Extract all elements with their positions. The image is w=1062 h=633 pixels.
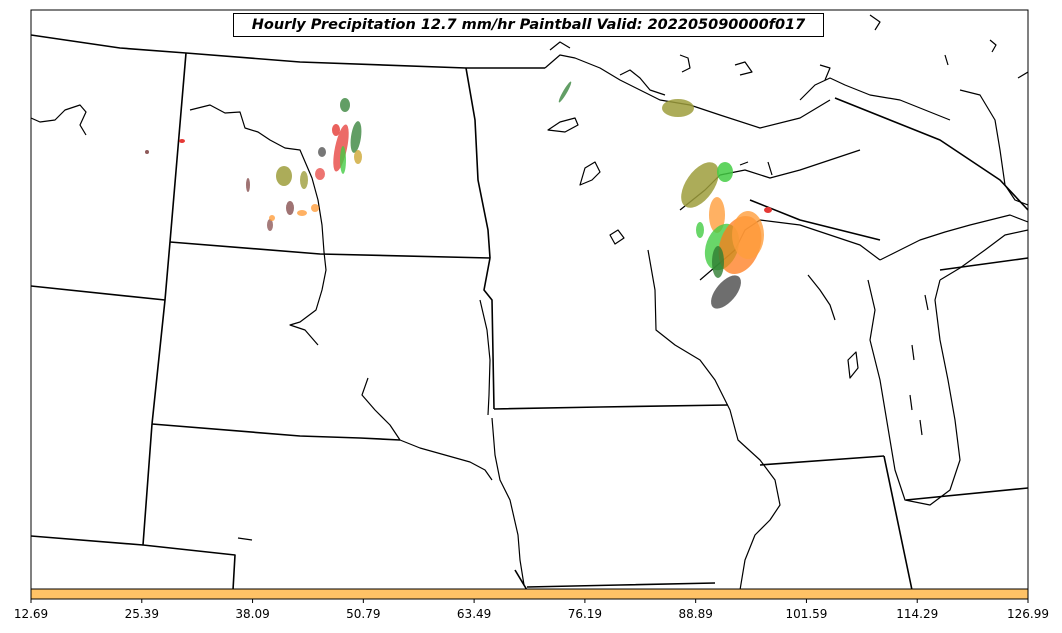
- colorbar-tick-label: 63.49: [457, 607, 491, 621]
- colorbar-tick-label: 12.69: [14, 607, 48, 621]
- colorbar-ticks: 12.69 25.39 38.09 50.79 63.49 76.19 88.89 101.5…: [14, 599, 1049, 621]
- colorbar-tick-label: 50.79: [346, 607, 380, 621]
- border-sd-mt-wy: [151, 241, 171, 425]
- precip-blob: [709, 197, 725, 233]
- precip-blob: [333, 124, 349, 172]
- border-il-in: [883, 455, 913, 590]
- mi-up-coast: [799, 77, 951, 121]
- isle-royale: [547, 117, 579, 133]
- colorbar-tick-label: 38.09: [235, 607, 269, 621]
- precip-blob: [269, 215, 275, 221]
- mn-river-border: [479, 299, 491, 416]
- border-mi-canada: [834, 97, 1028, 211]
- canada-lakes-9: [869, 14, 881, 31]
- precip-blob: [764, 207, 772, 213]
- precip-blob: [297, 210, 307, 216]
- canada-lakes-5: [989, 39, 997, 53]
- precip-blob: [145, 150, 149, 154]
- mi-lake-dash-1: [911, 344, 915, 361]
- border-sd-mn: [483, 257, 495, 410]
- precip-blob: [717, 162, 733, 182]
- canada-lakes-6: [944, 54, 949, 66]
- precip-blob: [276, 166, 292, 186]
- precip-blob: [354, 150, 362, 164]
- mi-lake-dash-4: [924, 294, 929, 311]
- mi-lake-dash-3: [919, 419, 923, 436]
- map-title: Hourly Precipitation 12.7 mm/hr Paintbal…: [233, 13, 824, 37]
- missouri-river-sd: [361, 377, 493, 481]
- precip-blob: [662, 99, 694, 117]
- colorbar-tick-label: 126.99: [1007, 607, 1049, 621]
- precip-blob: [332, 124, 340, 136]
- colorbar-tick-label: 114.29: [896, 607, 938, 621]
- lake-michigan-west: [867, 279, 961, 506]
- border-ne-ks: [142, 423, 236, 590]
- mississippi-river: [647, 249, 781, 590]
- precip-blob: [681, 162, 719, 208]
- precip-blob: [286, 201, 294, 215]
- lake-michigan-shore: [879, 214, 1028, 261]
- mi-lake-dash-2: [909, 394, 913, 411]
- border-mi-upper: [749, 199, 881, 241]
- precip-blob: [311, 204, 319, 212]
- precip-blob: [732, 211, 764, 259]
- border-sd-ne: [151, 423, 401, 441]
- precip-blob: [340, 146, 346, 174]
- ia-river: [491, 417, 525, 586]
- canada-islands: [579, 161, 601, 186]
- nw-coast: [31, 104, 87, 136]
- precip-blob: [267, 219, 273, 231]
- green-bay: [807, 274, 836, 321]
- lake-michigan-east: [939, 229, 1028, 281]
- colorbar-tick-label: 101.59: [785, 607, 827, 621]
- precip-blob: [318, 147, 326, 157]
- precip-blob: [300, 171, 308, 189]
- map-content: [31, 14, 1028, 590]
- precip-blob: [315, 168, 325, 180]
- canada-lakes-7: [1017, 71, 1028, 79]
- colorbar-tick-label: 25.39: [125, 607, 159, 621]
- colorbar-tick-label: 76.19: [568, 607, 602, 621]
- canada-lakes-4: [819, 64, 831, 81]
- border-nd-sd: [169, 241, 491, 259]
- colorbar-tick-label: 88.89: [678, 607, 712, 621]
- border-nd-mn: [465, 67, 491, 259]
- precip-blob: [179, 139, 185, 143]
- missouri-river: [189, 104, 327, 346]
- lake-huron-coast: [959, 89, 1028, 206]
- border-mi-lower: [939, 257, 1028, 271]
- state-borders: [31, 34, 1028, 590]
- apostle-islands: [609, 229, 625, 245]
- border-wi-il: [759, 455, 885, 466]
- lake-mille-lacs: [237, 537, 253, 541]
- precip-paintball: [145, 81, 772, 309]
- precip-blob: [558, 81, 572, 103]
- precip-blob: [711, 275, 741, 309]
- precip-blob: [350, 121, 362, 153]
- canada-lakes-8: [549, 41, 571, 51]
- rivers: [31, 14, 1028, 590]
- precip-blob: [246, 178, 250, 192]
- up-dash-1: [739, 161, 749, 166]
- border-wy-co: [31, 535, 144, 546]
- precip-blob: [712, 246, 724, 278]
- canada-lakes-2: [679, 54, 691, 73]
- canada-lakes-1: [619, 69, 666, 96]
- border-canada-us: [31, 34, 545, 69]
- precip-blob: [340, 98, 350, 112]
- border-mt-wy: [31, 285, 166, 301]
- border-mn-ia: [493, 404, 729, 410]
- lake-winnebago: [847, 351, 859, 379]
- canada-lakes-3: [734, 61, 753, 76]
- colorbar: [30, 588, 1029, 600]
- border-mt-nd: [169, 52, 187, 243]
- up-dash-2: [767, 161, 773, 176]
- lake-superior-shore: [544, 54, 831, 129]
- border-ia-mo-2: [526, 582, 716, 588]
- precip-blob: [696, 222, 704, 238]
- border-ia-mo: [514, 569, 528, 590]
- border-in-oh: [905, 487, 1028, 501]
